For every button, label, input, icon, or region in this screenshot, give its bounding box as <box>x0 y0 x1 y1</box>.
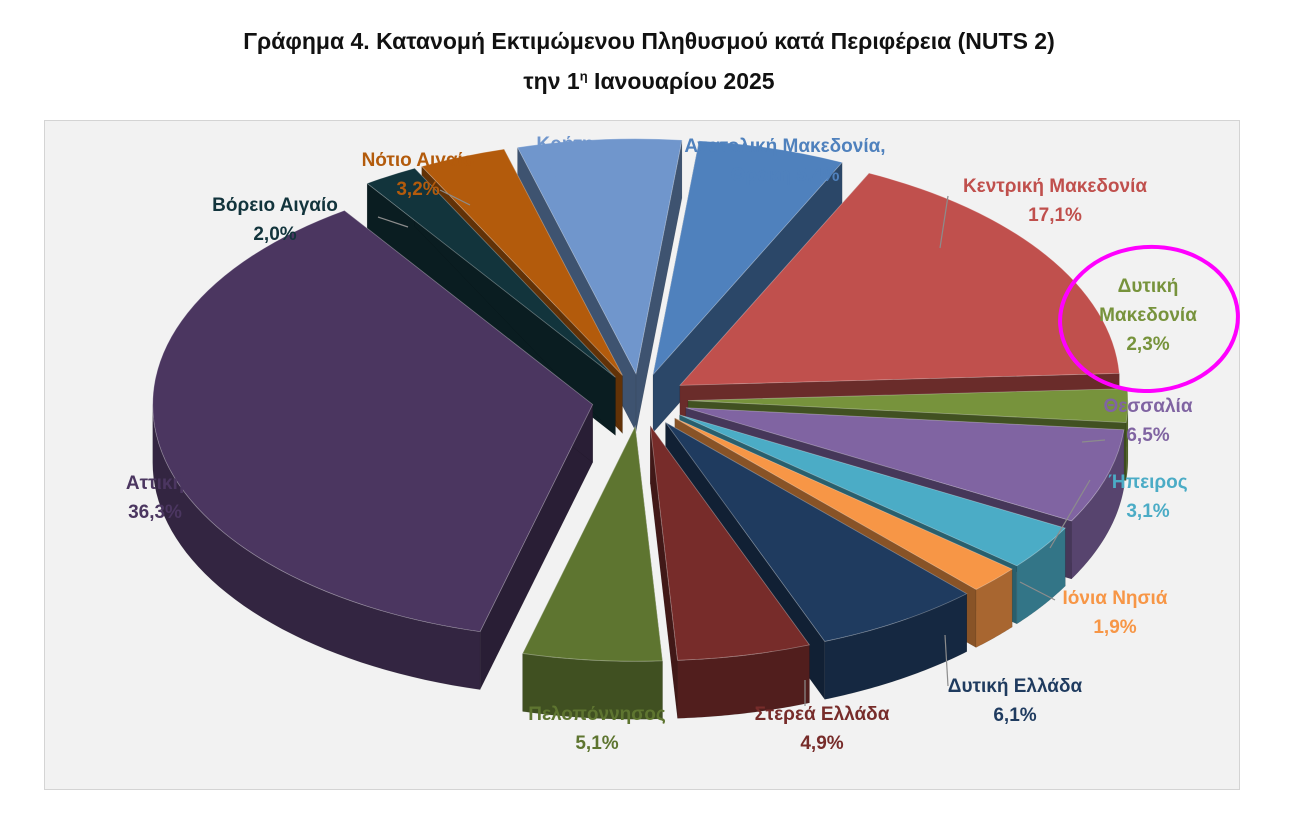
slice-name-label: Κεντρική Μακεδονία <box>963 176 1147 197</box>
slice-value-label: 6,0% <box>543 163 586 184</box>
slice-top <box>665 421 968 642</box>
data-label-πελοπόννησος: Πελοπόννησος 5,1% <box>528 704 666 754</box>
pie-slice-στερεά-ελλάδα <box>649 424 811 719</box>
slice-top <box>679 172 1120 386</box>
slice-name-label: Πελοπόννησος <box>528 704 666 725</box>
chart-title-line-2: την 1η Ιανουαρίου 2025 <box>0 68 1298 95</box>
highlight-circle <box>1058 244 1240 394</box>
slice-top <box>652 140 843 376</box>
data-label-θεσσαλία: Θεσσαλία 6,5% <box>1104 396 1193 446</box>
data-label-ιόνια-νησιά: Ιόνια Νησιά 1,9% <box>1063 588 1168 638</box>
slice-name-label: Βόρειο Αιγαίο <box>212 195 338 216</box>
data-label-δυτική-ελλάδα: Δυτική Ελλάδα 6,1% <box>948 676 1083 726</box>
slice-value-label: 2,3% <box>1126 334 1169 355</box>
slice-top <box>152 210 594 633</box>
slice-value-label: 2,0% <box>253 224 296 245</box>
data-label-στερεά-ελλάδα: Στερεά Ελλάδα 4,9% <box>755 704 890 754</box>
leader-line-ιόνια-νησιά <box>1019 581 1056 601</box>
slice-name-label: Ανατολική Μακεδονία, <box>684 136 885 157</box>
leader-line-δυτική-ελλάδα <box>944 634 949 687</box>
pie-slice-βόρειο-αιγαίο <box>366 167 616 436</box>
slice-name-label: Στερεά Ελλάδα <box>755 704 890 725</box>
data-label-ανατολική-μακεδονία-θράκη: Ανατολική Μακεδονία, Θράκη 5,4% <box>684 136 885 186</box>
data-label-αττική: Αττική 36,3% <box>126 473 184 523</box>
slice-value-label: 6,5% <box>1126 425 1169 446</box>
slice-value-label: 17,1% <box>1028 205 1082 226</box>
title-ordinal-superscript: η <box>579 68 588 84</box>
data-label-νότιο-αιγαίο: Νότιο Αιγαίο 3,2% <box>362 150 475 200</box>
slice-name-label: Θεσσαλία <box>1104 396 1193 417</box>
slice-value-label: 3,1% <box>1126 501 1169 522</box>
data-label-κρήτη: Κρήτη 6,0% <box>536 134 593 184</box>
leader-line-ήπειρος <box>1049 479 1091 549</box>
slice-name-label: Αττική <box>126 473 184 494</box>
slice-name-label: Ήπειρος <box>1108 472 1187 493</box>
slice-name-label: Ιόνια Νησιά <box>1063 588 1168 609</box>
leader-line-νότιο-αιγαίο <box>439 189 471 206</box>
leader-line-βόρειο-αιγαίο <box>377 216 409 228</box>
slice-top <box>522 424 663 662</box>
slice-top <box>649 424 811 661</box>
slice-name-label: Δυτική Ελλάδα <box>948 676 1083 697</box>
title-date-suffix: Ιανουαρίου 2025 <box>587 68 775 94</box>
slice-value-label: 4,9% <box>800 733 843 754</box>
leader-line-κεντρική-μακεδονία <box>939 195 949 249</box>
chart-title-line-1: Γράφημα 4. Κατανομή Εκτιμώμενου Πληθυσμο… <box>243 28 1055 54</box>
slice-name-label: Μακεδονία <box>1099 305 1197 326</box>
data-label-κεντρική-μακεδονία: Κεντρική Μακεδονία 17,1% <box>963 176 1147 226</box>
title-date-prefix: την 1 <box>523 68 580 94</box>
leader-line-θεσσαλία <box>1081 439 1106 443</box>
slice-top <box>366 167 616 378</box>
slice-name-label: Θράκη 5,4% <box>731 165 840 186</box>
pie-slice-αττική <box>152 209 594 690</box>
slice-value-label: 5,1% <box>575 733 618 754</box>
slice-top <box>685 407 1125 522</box>
slice-name-label: Δυτική <box>1118 276 1179 297</box>
data-label-ήπειρος: Ήπειρος 3,1% <box>1108 472 1187 522</box>
slice-value-label: 3,2% <box>396 179 439 200</box>
slice-value-label: 36,3% <box>128 502 182 523</box>
slice-value-label: 6,1% <box>993 705 1036 726</box>
data-label-βόρειο-αιγαίο: Βόρειο Αιγαίο 2,0% <box>212 195 338 245</box>
pie-slice-πελοπόννησος <box>522 424 663 720</box>
data-label-δυτική-μακεδονία: Δυτική Μακεδονία 2,3% <box>1099 276 1197 355</box>
slice-value-label: 1,9% <box>1093 617 1136 638</box>
slice-top <box>420 148 623 376</box>
slice-name-label: Κρήτη <box>536 134 593 155</box>
slice-top <box>674 417 1013 590</box>
slice-name-label: Νότιο Αιγαίο <box>362 150 475 171</box>
slice-top <box>516 138 683 375</box>
slice-top <box>679 414 1066 567</box>
